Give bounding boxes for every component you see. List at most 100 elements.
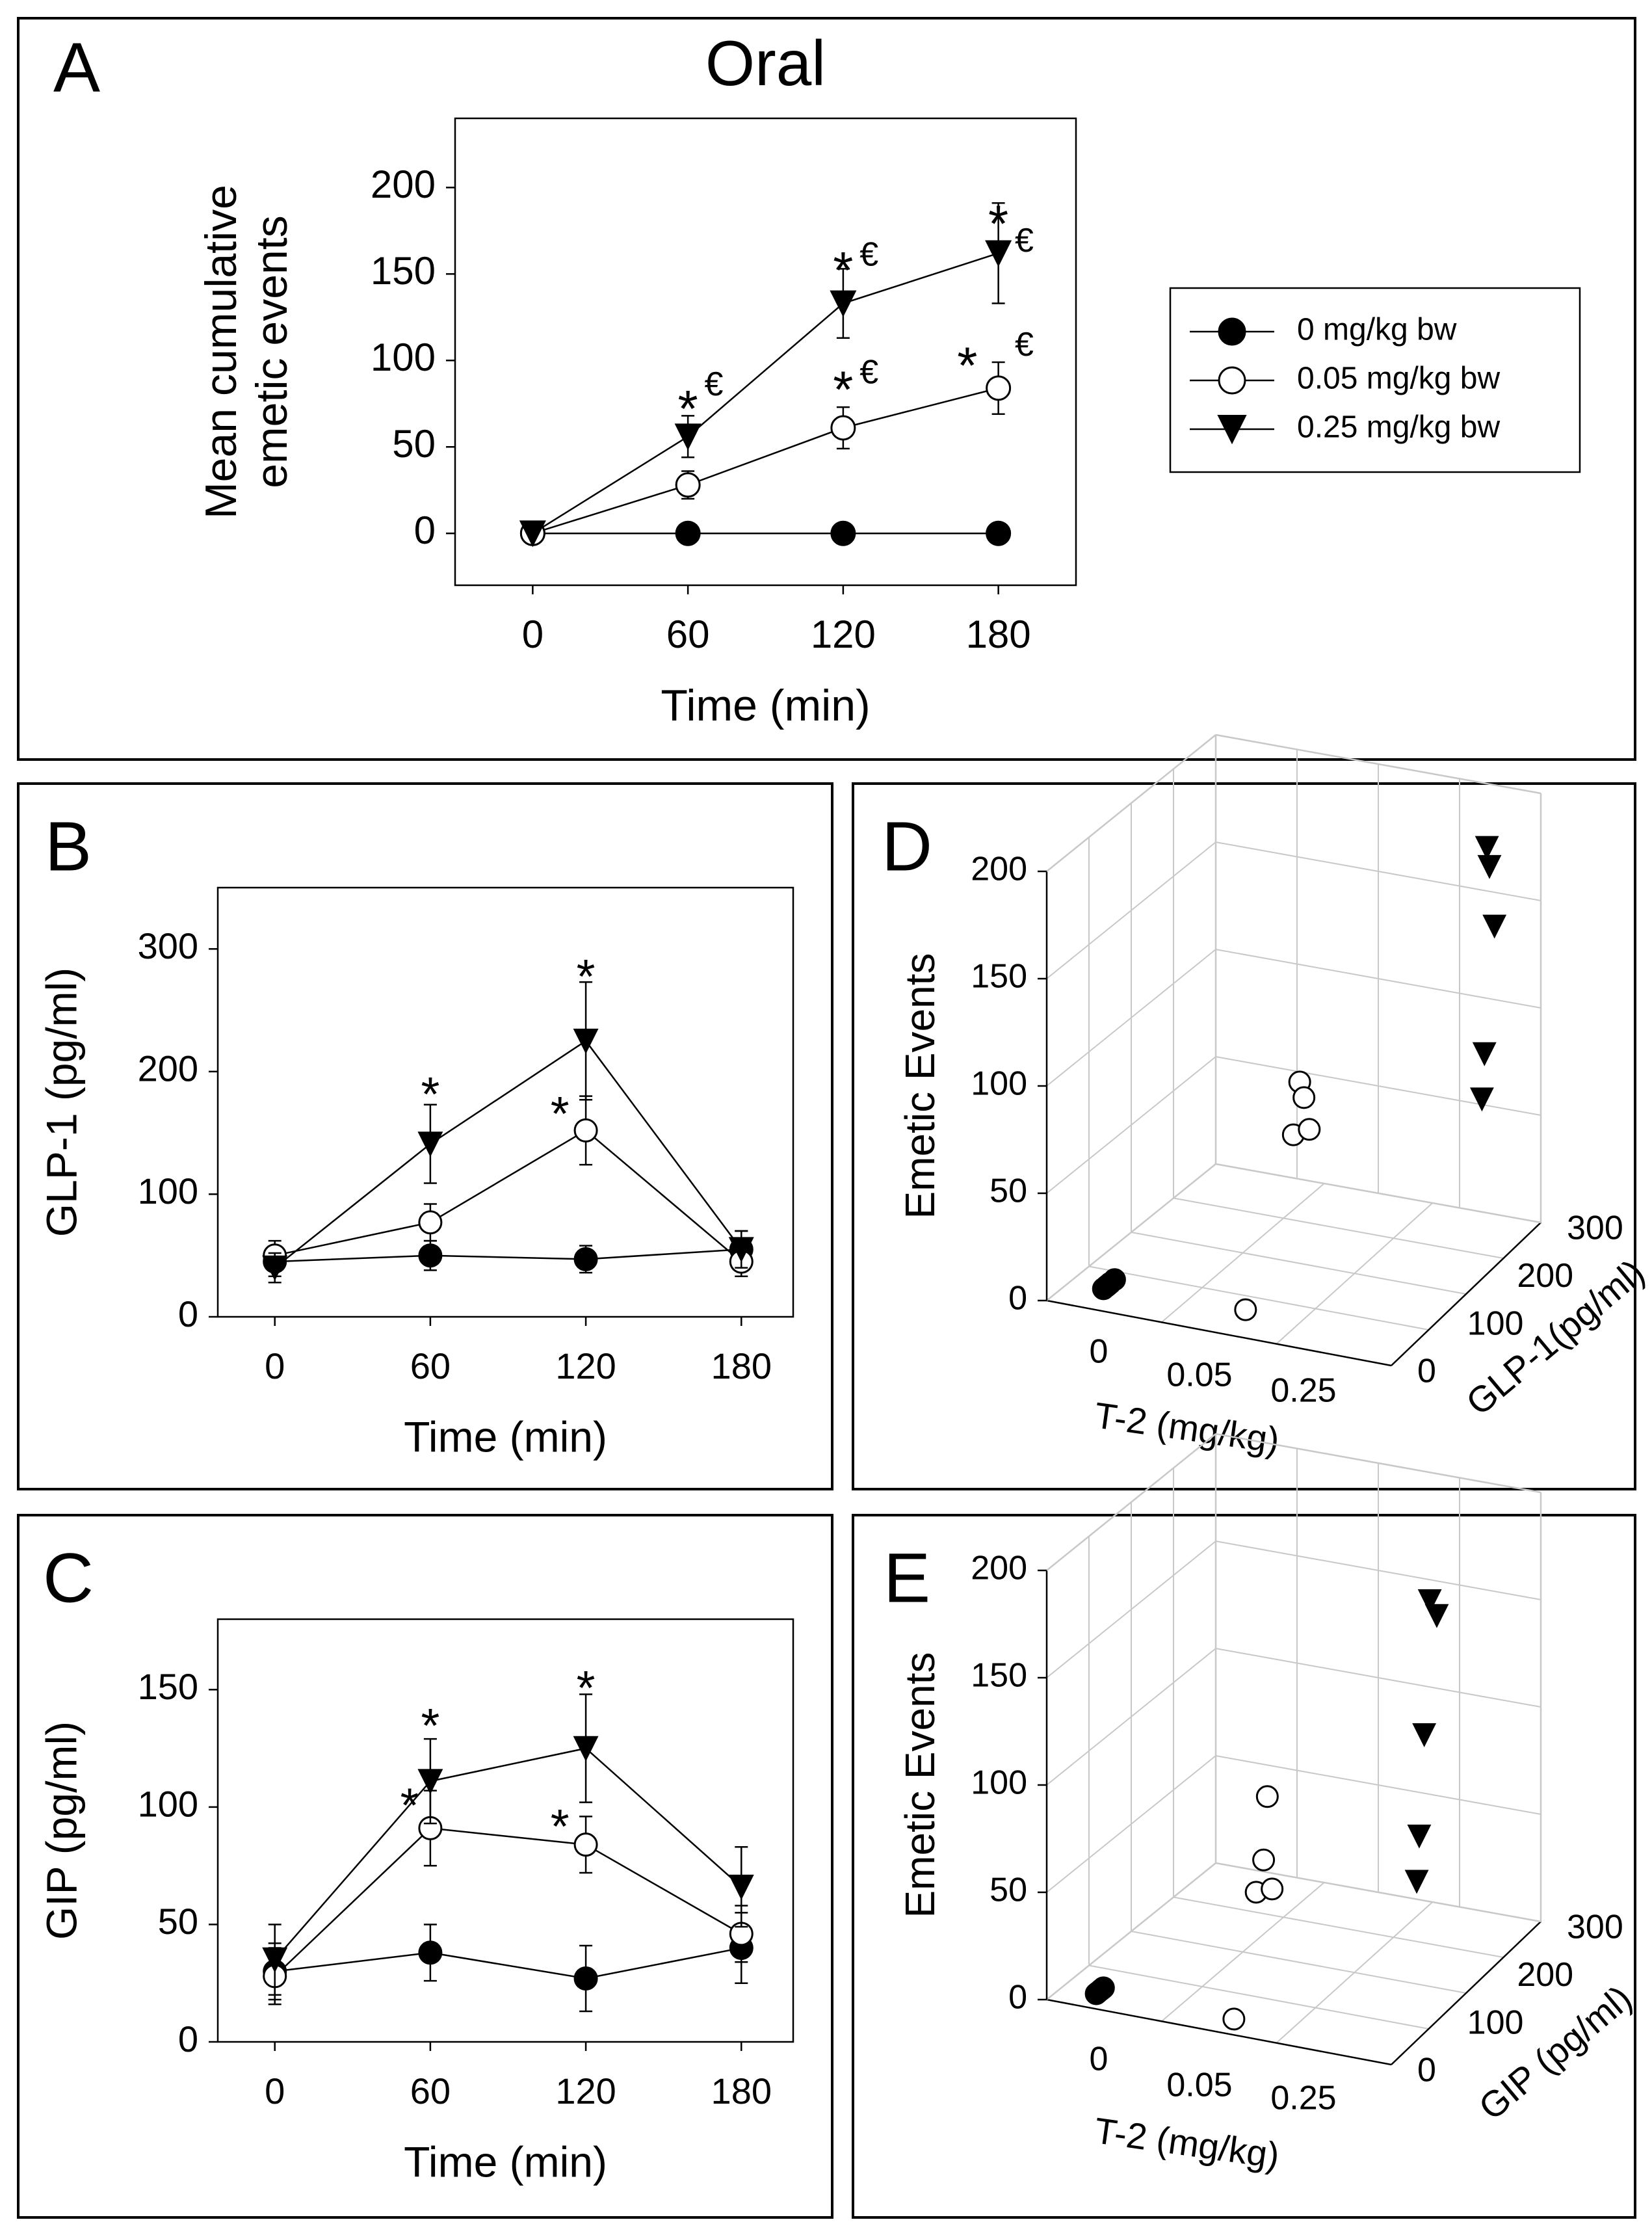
data-point [573,1247,598,1271]
y-axis-label: emetic events [247,215,296,488]
x-tick-label: 60 [666,613,710,656]
significance-asterisk: * [551,1799,570,1853]
data-point [573,1966,598,1990]
x-tick-label: 60 [410,2070,451,2111]
chart-C: 0 50 100 150 0 60 120 180 Time (min) GIP (pg/ml) *… [37,1618,794,2186]
data-point [1417,1589,1442,1613]
y-tick-label: 0 [1417,1353,1436,1390]
x-tick-label: 0.05 [1166,1356,1232,1394]
x-tick-label: 180 [711,1345,772,1386]
chart-D: 0 50 100 150 200 Emetic Events 0 0.05 0.25T-2 (m… [897,734,1652,1461]
data-point [418,1940,443,1965]
significance-euro: € [859,353,878,391]
x-axis-label: T-2 (mg/kg) [1092,1394,1282,1461]
x-tick-label: 0.05 [1166,2067,1232,2104]
series-line [532,387,999,535]
data-point [675,472,701,498]
series-2 [262,1693,754,1996]
y-tick-label: 200 [371,163,436,206]
y-tick-label: 100 [138,1784,198,1825]
significance-asterisk: * [577,1661,596,1715]
z-axis-label: Emetic Events [897,953,943,1219]
significance-asterisk: * [577,949,596,1003]
y-tick-label: 100 [1467,2004,1524,2041]
x-tick-label: 120 [555,2070,616,2111]
data-point [1222,2007,1246,2031]
legend-label: 0.05 mg/kg bw [1297,362,1501,396]
wall-edge [1215,1433,1541,1494]
grid-line [1088,1964,1429,2030]
z-tick-label: 200 [971,1550,1027,1587]
data-point [728,1874,754,1900]
y-tick-label: 200 [138,1048,198,1089]
panel-D-letter: D [882,807,932,886]
plot-area [216,886,794,1318]
x-tick-label: 180 [711,2070,772,2111]
significance-asterisk: * [400,1779,419,1832]
chart-title: Oral [705,27,826,99]
data-point [986,375,1012,401]
panel-A-frame [17,17,1636,761]
series-line [274,1129,742,1263]
significance-euro: € [859,235,878,273]
wall-edge [1215,734,1541,795]
legend-marker [1218,366,1246,395]
significance-asterisk: * [988,194,1008,252]
data-point [1472,1042,1497,1066]
chart-A: 0 50 100 150 200 0 60 120 180 Time (min) Mean cumu… [196,27,1077,730]
x-tick-label: 0 [265,1345,285,1386]
y-tick-label: 300 [138,925,198,966]
legend-marker [1218,317,1246,346]
y-tick-label: 0 [414,509,436,552]
x-tick-label: 0 [265,2070,285,2111]
x-tick-label: 120 [555,1345,616,1386]
x-tick-label: 180 [966,613,1031,656]
data-point [573,1736,599,1762]
data-point [986,520,1012,546]
floor-edge [1215,1862,1541,1923]
z-tick-label: 50 [990,1172,1027,1210]
grid-line [1173,1896,1504,1958]
series-0 [1092,1268,1126,1301]
z-tick-label: 200 [971,851,1027,888]
y-tick-label: 200 [1517,1956,1573,1994]
data-point [830,520,856,546]
x-axis-line [1046,1998,1392,2066]
wall-edge [1046,734,1216,872]
data-point [573,1028,599,1054]
z-tick-label: 100 [971,1065,1027,1103]
data-point [675,520,701,546]
plot-area [454,117,1077,587]
data-point [1089,1978,1112,2002]
grid-line [1131,1931,1467,1994]
y-tick-label: 0 [178,2018,198,2059]
legend-label: 0.25 mg/kg bw [1297,410,1501,445]
y-axis-label: GLP-1 (pg/ml) [37,968,85,1237]
series-line [274,1827,742,1977]
data-point [830,290,857,317]
significance-euro: € [704,365,723,403]
y-tick-label: 200 [1517,1257,1573,1295]
significance-asterisk: * [833,241,853,299]
data-point [1475,836,1499,860]
data-point [417,1131,443,1157]
x-tick-label: 0.25 [1270,1372,1336,1410]
panel-E-letter: E [884,1539,930,1617]
x-tick-label: 60 [410,1345,451,1386]
series-line [532,252,999,535]
legend: 0 mg/kg bw 0.05 mg/kg bw 0.25 mg/kg bw [1169,287,1581,473]
series-2 [519,202,1012,548]
y-tick-label: 50 [158,1901,198,1942]
data-point [1298,1118,1321,1141]
z-tick-label: 100 [971,1764,1027,1802]
panel-A-letter: A [53,28,100,107]
significance-asterisk: * [833,361,853,419]
wall-edge [1046,1433,1216,1571]
significance-euro: € [1015,326,1034,364]
data-point [418,1210,443,1235]
panel-B-letter: B [45,807,92,886]
floor-edge [1215,1163,1541,1224]
significance-asterisk: * [421,1699,439,1752]
x-tick-label: 0 [1090,1333,1108,1371]
